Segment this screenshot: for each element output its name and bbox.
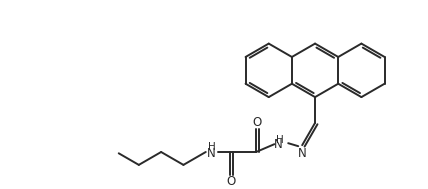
Text: N: N <box>274 138 282 151</box>
Text: H: H <box>208 142 216 152</box>
Text: N: N <box>207 147 216 160</box>
Text: H: H <box>276 135 284 145</box>
Text: O: O <box>253 116 262 129</box>
Text: N: N <box>298 147 306 160</box>
Text: O: O <box>227 175 236 188</box>
